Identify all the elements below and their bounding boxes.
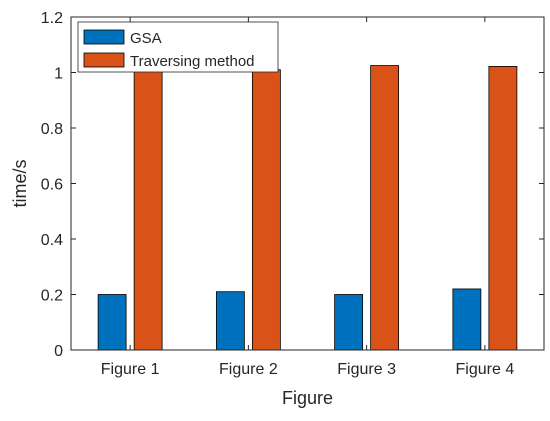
- bar-gsa-3: [334, 294, 364, 351]
- legend-label-gsa: GSA: [130, 30, 162, 47]
- legend-swatch-gsa: [83, 29, 125, 45]
- bar-gsa-4: [452, 288, 482, 351]
- bar-gsa-2: [215, 291, 245, 351]
- bars: [97, 65, 518, 351]
- y-tick-label: 0.4: [41, 232, 63, 249]
- legend: GSA Traversing method: [77, 21, 279, 73]
- bar-traversing-method-1: [133, 69, 163, 351]
- bar-traversing-method-4: [488, 65, 518, 351]
- legend-swatch-traversing-method: [83, 52, 125, 68]
- y-tick-label: 1.2: [41, 10, 63, 27]
- axes: 0 0.2 0.4 0.6 0.8 1 1.2 Figure 1 Figure 2 Figure …: [41, 10, 545, 378]
- y-tick-label: 0.8: [41, 121, 63, 138]
- bar-gsa-1: [97, 294, 127, 351]
- x-tick-label: Figure 4: [456, 361, 515, 378]
- x-tick-label: Figure 2: [219, 361, 278, 378]
- x-axis-label: Figure: [282, 388, 333, 408]
- x-tick-label: Figure 3: [337, 361, 396, 378]
- y-tick-label: 0.6: [41, 177, 63, 194]
- legend-label-traversing-method: Traversing method: [130, 53, 255, 70]
- y-axis-label: time/s: [10, 159, 30, 207]
- bar-traversing-method-2: [251, 69, 281, 351]
- bar-traversing-method-3: [370, 65, 400, 351]
- x-tick-label: Figure 1: [101, 361, 160, 378]
- y-tick-label: 0.2: [41, 288, 63, 305]
- y-tick-label: 1: [54, 66, 63, 83]
- y-tick-label: 0: [54, 343, 63, 360]
